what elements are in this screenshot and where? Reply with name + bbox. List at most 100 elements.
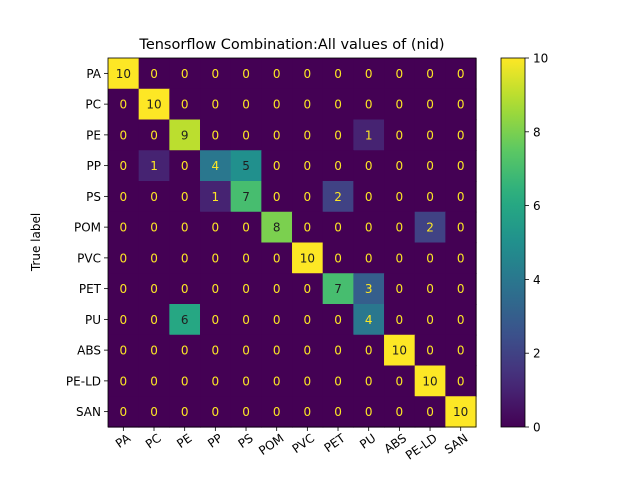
heatmap-cell	[353, 273, 385, 305]
heatmap-cell	[384, 365, 416, 397]
heatmap-cell	[322, 119, 354, 151]
heatmap-cell	[445, 396, 477, 428]
heatmap-cell	[384, 334, 416, 367]
cell-value-label: 0	[396, 282, 404, 296]
heatmap-cell	[138, 211, 170, 244]
cell-value-label: 0	[120, 282, 128, 296]
heatmap-cell	[445, 304, 477, 336]
cell-value-label: 0	[242, 282, 250, 296]
heatmap-cell	[138, 150, 170, 182]
heatmap-cell	[292, 58, 324, 90]
heatmap-cell	[261, 119, 293, 151]
x-tick-label: PA	[113, 431, 134, 451]
cell-value-label: 0	[120, 221, 128, 235]
cell-value-label: 0	[242, 405, 250, 419]
heatmap-cell	[200, 396, 232, 428]
heatmap-cell	[169, 396, 201, 428]
heatmap-cell	[108, 211, 140, 244]
cell-value-label: 0	[150, 190, 158, 204]
cell-value-label: 0	[365, 405, 373, 419]
heatmap-cell	[200, 150, 232, 182]
cell-value-label: 0	[242, 344, 250, 358]
heatmap-cell	[169, 119, 201, 151]
heatmap-cell	[414, 396, 446, 428]
cell-value-label: 0	[396, 128, 404, 142]
cell-value-label: 0	[212, 374, 220, 388]
cell-value-label: 0	[181, 344, 189, 358]
heatmap-cell	[200, 365, 232, 397]
cell-value-label: 0	[273, 98, 281, 112]
cell-value-label: 0	[334, 313, 342, 327]
y-tick-labels: PA PC PE PP PS POM PVC PET PU ABS PE-LD SAN	[66, 67, 108, 419]
heatmap-cell	[230, 181, 262, 213]
x-tick-label: PP	[205, 431, 225, 451]
heatmap-cell	[322, 334, 354, 367]
cell-value-label: 0	[426, 344, 434, 358]
cell-value-label: 0	[334, 251, 342, 265]
cell-value-label: 0	[457, 313, 465, 327]
cell-value-label: 0	[426, 313, 434, 327]
heatmap-cell	[230, 58, 262, 90]
cell-value-label: 0	[457, 159, 465, 173]
heatmap-cell	[384, 181, 416, 213]
cell-value-label: 0	[304, 221, 312, 235]
heatmap-cell	[169, 334, 201, 367]
cell-value-label: 0	[242, 221, 250, 235]
heatmap-cell	[384, 396, 416, 428]
cell-value-label: 0	[365, 190, 373, 204]
cell-value-labels: 10 0 0 0 0 0 0 0 0 0 0 00 10 0 0 0 0 0 0 0 0 0 00 0 9 0 0 0 0 0 1 0 0 00 1…	[116, 67, 469, 419]
heatmap-cell	[230, 396, 262, 428]
cell-value-label: 0	[212, 282, 220, 296]
cell-value-label: 0	[181, 190, 189, 204]
x-tick-label: PVC	[290, 431, 318, 456]
heatmap-cell	[292, 365, 324, 397]
cell-value-label: 0	[242, 374, 250, 388]
heatmap-cell	[200, 181, 232, 213]
cell-value-label: 0	[304, 405, 312, 419]
y-tick-label: SAN	[76, 405, 101, 419]
cell-value-label: 0	[181, 374, 189, 388]
cell-value-label: 4	[212, 159, 220, 173]
heatmap-cell	[261, 334, 293, 367]
heatmap-cell	[108, 150, 140, 182]
heatmap-cell	[292, 150, 324, 182]
cell-value-label: 10	[146, 98, 161, 112]
heatmap-cell	[445, 273, 477, 305]
heatmap-cell	[169, 242, 201, 274]
heatmap-cell	[353, 119, 385, 151]
x-tick-label: PET	[322, 431, 349, 456]
heatmap-cell	[292, 396, 324, 428]
heatmap-cell	[169, 273, 201, 305]
cell-value-label: 0	[273, 159, 281, 173]
y-tick-label: PC	[85, 98, 101, 112]
heatmap-cell	[322, 88, 354, 121]
cell-value-label: 3	[365, 282, 373, 296]
x-tick-label: PE-LD	[403, 431, 440, 463]
cell-value-label: 0	[426, 67, 434, 81]
heatmap-cell	[261, 88, 293, 121]
heatmap-cell	[108, 58, 140, 90]
cell-value-label: 6	[181, 313, 189, 327]
heatmap-cell	[353, 150, 385, 182]
heatmap-cell	[261, 273, 293, 305]
heatmap-cell	[261, 304, 293, 336]
heatmap-cell	[445, 181, 477, 213]
cell-value-label: 0	[150, 344, 158, 358]
heatmap-cell	[384, 58, 416, 90]
heatmap-cell	[353, 396, 385, 428]
x-tick-label: POM	[256, 431, 286, 458]
y-tick-label: PA	[86, 67, 101, 81]
cell-value-label: 0	[181, 251, 189, 265]
heatmap-cell	[322, 181, 354, 213]
cell-value-label: 0	[273, 313, 281, 327]
cell-value-label: 0	[426, 128, 434, 142]
cell-value-label: 0	[365, 67, 373, 81]
heatmap-cell	[414, 242, 446, 274]
cell-value-label: 0	[457, 67, 465, 81]
cell-value-label: 0	[120, 374, 128, 388]
heatmap-cell	[261, 365, 293, 397]
heatmap-cell	[169, 88, 201, 121]
cell-value-label: 0	[150, 67, 158, 81]
heatmap-cell	[292, 273, 324, 305]
